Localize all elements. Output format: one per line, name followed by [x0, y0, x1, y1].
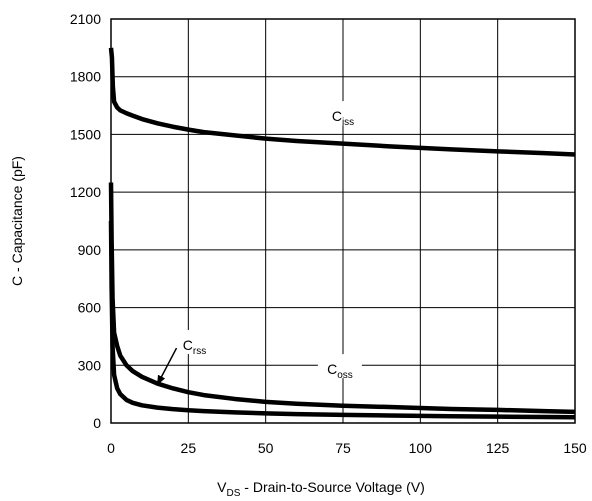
y-tick-label: 600: [78, 300, 102, 316]
label-crss: Crss: [183, 337, 206, 357]
y-tick-label: 2100: [70, 11, 101, 27]
y-tick-label: 1800: [70, 69, 101, 85]
y-tick-label: 300: [78, 357, 102, 373]
x-tick-label: 150: [563, 440, 587, 456]
x-tick-label: 0: [107, 440, 115, 456]
y-tick-label: 1200: [70, 184, 101, 200]
x-tick-label: 25: [181, 440, 197, 456]
plot-frame: [110, 18, 576, 424]
y-tick-label: 1500: [70, 126, 101, 142]
x-axis-label-main: V: [217, 479, 227, 495]
annotations: Ciss Coss Crss: [156, 101, 365, 386]
y-tick-label: 0: [93, 415, 101, 431]
series-lines: [108, 47, 576, 420]
x-tick-label: 100: [409, 440, 433, 456]
x-tick-label: 50: [258, 440, 274, 456]
y-tick-label: 900: [78, 242, 102, 258]
label-coss: Coss: [327, 361, 353, 381]
x-axis-label: VDS - Drain-to-Source Voltage (V): [217, 479, 425, 499]
x-axis-label-rest: - Drain-to-Source Voltage (V): [240, 479, 424, 495]
series-crss-line: [108, 220, 576, 420]
x-tick-label: 125: [486, 440, 510, 456]
annotation-background: [321, 101, 365, 126]
x-tick-label: 75: [335, 440, 351, 456]
tick-labels: 0 25 50 75 100 125 150030060090012001500180021…: [70, 11, 587, 456]
series-ciss-line: [108, 47, 576, 157]
crss-arrow: [156, 347, 178, 386]
label-ciss: Ciss: [332, 108, 354, 128]
annotation-background: [317, 354, 362, 379]
series-coss-line: [108, 182, 576, 415]
annotation-background: [172, 330, 217, 355]
y-axis-label: C - Capacitance (pF): [9, 156, 25, 286]
x-axis-label-sub: DS: [227, 488, 241, 499]
grid: [110, 18, 576, 424]
